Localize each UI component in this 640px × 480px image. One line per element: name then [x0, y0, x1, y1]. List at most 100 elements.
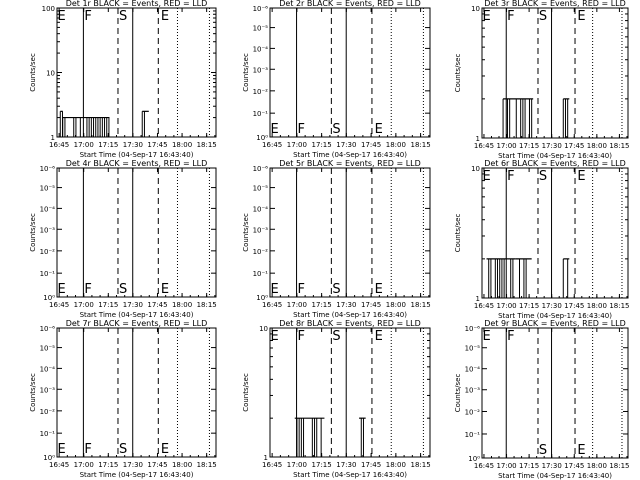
x-tick-label: 18:00	[386, 141, 406, 149]
y-tick-label: 10⁻³	[465, 387, 481, 395]
y-tick-label: 10⁻²	[253, 248, 269, 256]
time-marker-s: S	[119, 442, 127, 457]
plot-frame	[481, 7, 629, 139]
x-tick-label: 18:00	[172, 301, 192, 309]
x-axis-label: Start Time (04-Sep-17 16:43:40)	[80, 471, 194, 479]
time-marker-f: F	[84, 9, 91, 24]
x-tick-label: 17:00	[287, 461, 307, 469]
y-tick-label: 10⁻⁵	[253, 185, 269, 193]
count-burst	[515, 258, 532, 298]
detector-panel-7: Det 7r BLACK = Events, RED = LLD Counts/s…	[29, 319, 217, 479]
y-tick-label: 10⁻⁵	[40, 345, 56, 353]
y-tick-label: 10⁻³	[40, 386, 56, 394]
x-tick-label: 18:00	[172, 141, 192, 149]
panel-title: Det 5r BLACK = Events, RED = LLD	[279, 159, 421, 168]
time-marker-e: E	[57, 442, 65, 457]
time-marker-s: S	[332, 329, 340, 344]
time-marker-s: S	[332, 282, 340, 297]
x-tick-label: 17:15	[312, 301, 332, 309]
x-axis-label: Start Time (04-Sep-17 16:43:40)	[293, 471, 407, 479]
y-tick-label: 10⁻⁶	[465, 325, 481, 333]
x-tick-label: 17:00	[496, 302, 516, 310]
x-tick-label: 18:15	[609, 142, 629, 150]
y-axis-label: Counts/sec	[454, 374, 462, 413]
y-tick-label: 10⁻⁴	[40, 205, 56, 213]
time-marker-e: E	[161, 282, 169, 297]
x-axis-label: Start Time (04-Sep-17 16:43:40)	[498, 312, 612, 320]
y-tick-label: 10⁻⁵	[465, 345, 481, 353]
y-tick-label: 10⁻⁴	[40, 365, 56, 373]
plot-frame	[269, 327, 431, 458]
x-tick-label: 17:30	[542, 462, 562, 470]
time-marker-s: S	[332, 122, 340, 137]
y-tick-label: 10⁻³	[40, 226, 56, 234]
y-axis-label: Counts/sec	[454, 54, 462, 93]
x-axis-label: Start Time (04-Sep-17 16:43:40)	[80, 311, 194, 319]
x-axis-label: Start Time (04-Sep-17 16:43:40)	[293, 151, 407, 159]
count-burst	[562, 258, 570, 298]
time-marker-f: F	[84, 442, 91, 457]
count-burst	[486, 258, 516, 298]
x-tick-label: 17:15	[312, 141, 332, 149]
y-tick-label: 10⁰	[256, 134, 268, 142]
x-tick-label: 17:45	[147, 461, 167, 469]
x-tick-label: 18:15	[609, 462, 629, 470]
x-axis-label: Start Time (04-Sep-17 16:43:40)	[498, 472, 612, 480]
count-burst	[359, 417, 366, 457]
time-marker-e: E	[161, 9, 169, 24]
time-marker-s: S	[119, 9, 127, 24]
time-marker-f: F	[84, 282, 91, 297]
x-tick-label: 17:15	[519, 142, 539, 150]
x-tick-label: 18:15	[411, 141, 431, 149]
y-tick-label: 10⁻⁴	[465, 366, 481, 374]
count-burst	[141, 110, 149, 137]
x-tick-label: 17:00	[287, 141, 307, 149]
y-tick-label: 10⁻¹	[253, 270, 269, 278]
y-tick-label: 1	[51, 134, 55, 142]
y-tick-label: 10⁻⁵	[253, 25, 269, 33]
plot-frame	[269, 167, 431, 298]
detector-panel-4: Det 4r BLACK = Events, RED = LLD Counts/s…	[29, 159, 217, 319]
x-tick-label: 16:45	[262, 141, 282, 149]
panel-title: Det 2r BLACK = Events, RED = LLD	[279, 0, 421, 8]
x-tick-label: 18:00	[587, 302, 607, 310]
x-tick-label: 16:45	[474, 302, 494, 310]
y-tick-label: 10⁻¹	[40, 270, 56, 278]
x-tick-label: 16:45	[49, 301, 69, 309]
x-tick-label: 16:45	[49, 141, 69, 149]
x-tick-label: 17:30	[542, 142, 562, 150]
x-tick-label: 17:45	[361, 301, 381, 309]
y-tick-label: 10⁻²	[253, 88, 269, 96]
x-tick-label: 17:15	[98, 301, 118, 309]
x-tick-label: 17:45	[361, 461, 381, 469]
x-tick-label: 18:15	[411, 301, 431, 309]
count-burst	[562, 98, 570, 138]
y-tick-label: 10⁻⁶	[40, 325, 56, 333]
time-marker-e: E	[577, 443, 585, 458]
detector-panel-8: Det 8r BLACK = Events, RED = LLD Counts/s…	[242, 319, 431, 479]
x-tick-label: 18:00	[386, 301, 406, 309]
time-marker-f: F	[507, 329, 514, 344]
y-tick-label: 10⁰	[256, 294, 268, 302]
x-tick-label: 17:30	[336, 461, 356, 469]
y-tick-label: 10⁻¹	[253, 110, 269, 118]
x-tick-label: 17:00	[74, 301, 94, 309]
panel-title: Det 1r BLACK = Events, RED = LLD	[66, 0, 208, 8]
plot-frame	[56, 167, 217, 298]
time-marker-e: E	[270, 122, 278, 137]
y-tick-label: 10⁻⁶	[40, 165, 56, 173]
y-axis-label: Counts/sec	[454, 214, 462, 253]
y-tick-label: 10⁻⁶	[253, 165, 269, 173]
time-marker-e: E	[375, 329, 383, 344]
panel-title: Det 4r BLACK = Events, RED = LLD	[66, 159, 208, 168]
panel-title: Det 8r BLACK = Events, RED = LLD	[279, 319, 421, 328]
x-tick-label: 17:00	[496, 462, 516, 470]
count-burst	[294, 417, 325, 457]
time-marker-f: F	[298, 329, 305, 344]
x-tick-label: 17:15	[519, 302, 539, 310]
y-tick-label: 10⁻⁴	[253, 205, 269, 213]
x-axis-label: Start Time (04-Sep-17 16:43:40)	[293, 311, 407, 319]
y-tick-label: 10⁻³	[253, 226, 269, 234]
x-tick-label: 17:45	[564, 462, 584, 470]
